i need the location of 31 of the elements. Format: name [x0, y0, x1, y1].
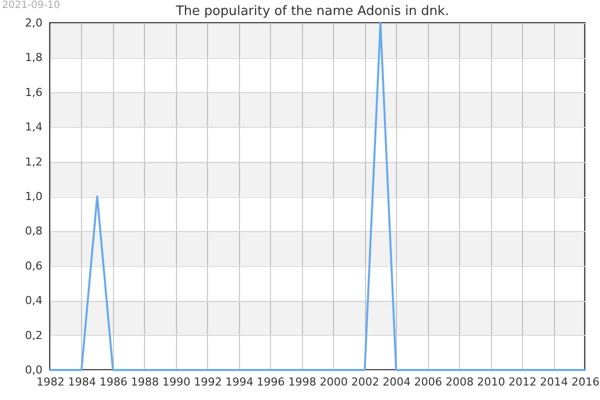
x-tick-label: 1984	[68, 376, 96, 388]
y-tick-label: 1,2	[25, 155, 42, 168]
x-tick-label: 2006	[414, 376, 442, 388]
y-tick-label: 1,4	[25, 120, 42, 134]
x-tick-label: 2012	[508, 376, 537, 388]
x-tick-label: 2008	[446, 376, 474, 388]
y-tick-label: 0,2	[25, 328, 42, 342]
x-tick-label: 1996	[256, 376, 285, 388]
y-tick-label: 0,6	[25, 259, 42, 272]
x-tick-label: 2002	[351, 376, 380, 388]
y-tick-label: 2,0	[25, 16, 42, 30]
text: 2021-09-10	[2, 0, 60, 11]
y-tick-label: 1,8	[25, 51, 42, 64]
x-tick-label: 1990	[162, 376, 190, 388]
x-tick-label: 2004	[382, 376, 411, 388]
x-tick-label: 1986	[99, 376, 128, 388]
y-tick-label: 0,0	[25, 364, 42, 376]
x-tick-label: 1998	[288, 376, 316, 388]
x-tick-label: 1988	[130, 376, 159, 388]
y-tick-label: 1,6	[25, 86, 42, 99]
x-tick-label: 1994	[225, 376, 254, 388]
y-tick-label: 0,8	[25, 224, 42, 238]
y-tick-label: 0,4	[25, 294, 42, 308]
x-tick-label: 1992	[194, 376, 222, 388]
y-tick-label: 1,0	[25, 190, 42, 203]
x-tick-label: 2016	[572, 376, 600, 388]
x-tick-label: 2000	[320, 376, 348, 388]
chart-title: The popularity of the name Adonis in dnk.	[174, 4, 450, 19]
x-tick-label: 2010	[477, 376, 506, 388]
x-tick-label: 1982	[36, 376, 64, 388]
x-tick-label: 2014	[540, 376, 568, 388]
